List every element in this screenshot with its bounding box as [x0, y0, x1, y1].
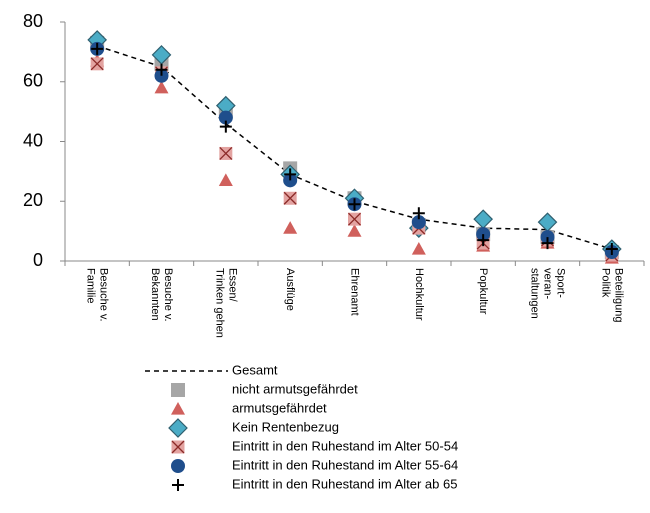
marker — [348, 198, 361, 211]
marker — [171, 383, 185, 397]
x-tick-label: Sport-veran-staltungen — [529, 268, 567, 319]
y-tick-label: 80 — [23, 11, 43, 31]
marker-x — [90, 57, 104, 71]
marker — [284, 168, 297, 181]
marker-triangle — [411, 242, 426, 255]
marker — [155, 63, 168, 76]
x-tick-label-line: Familie — [85, 268, 97, 303]
marker-x — [283, 191, 297, 205]
y-tick-label: 0 — [33, 250, 43, 270]
marker — [219, 120, 232, 133]
x-tick-label-line: Popkultur — [477, 268, 489, 315]
marker — [171, 440, 185, 454]
marker-plus — [155, 63, 168, 76]
x-tick-label: Popkultur — [477, 268, 489, 315]
legend-label: Eintritt in den Ruhestand im Alter 50-54 — [232, 438, 458, 453]
y-tick-label: 60 — [23, 71, 43, 91]
marker-circle — [171, 459, 185, 473]
x-tick-label-line: Politik — [599, 268, 611, 298]
marker — [348, 212, 361, 226]
marker-triangle — [283, 221, 298, 234]
marker-x — [348, 212, 361, 226]
marker-diamond — [168, 418, 188, 438]
marker — [412, 207, 425, 220]
legend-label: nicht armutsgefährdet — [232, 381, 358, 396]
x-tick-label: BeteiligungPolitik — [599, 268, 624, 322]
marker — [283, 191, 297, 205]
y-tick-label: 20 — [23, 190, 43, 210]
marker — [347, 224, 362, 237]
marker — [154, 80, 169, 94]
marker — [411, 242, 426, 255]
legend-label: Kein Rentenbezug — [232, 419, 339, 434]
marker-triangle — [171, 402, 185, 415]
series-line — [96, 45, 613, 250]
x-tick-label: Hochkultur — [413, 268, 425, 321]
x-tick-label-line: Ausflüge — [284, 268, 296, 311]
x-tick-label-line: veran- — [542, 268, 554, 300]
x-tick-label-line: Besuche v. — [98, 268, 110, 322]
marker-diamond — [537, 212, 558, 233]
marker — [91, 42, 104, 55]
x-tick-label-line: Sport- — [555, 268, 567, 298]
marker-plus — [477, 234, 490, 247]
marker-triangle — [347, 224, 362, 237]
marker-diamond — [473, 209, 494, 230]
x-tick-label: Ausflüge — [284, 268, 296, 311]
marker-circle — [411, 215, 426, 230]
x-tick-label-line: Besuche v. — [162, 268, 174, 322]
marker-triangle — [154, 80, 169, 94]
marker — [218, 173, 233, 186]
marker-triangle — [218, 173, 233, 186]
marker — [541, 237, 554, 250]
x-tick-label-line: Ehrenamt — [349, 268, 361, 316]
x-tick-label-line: staltungen — [529, 268, 541, 319]
marker — [411, 215, 426, 230]
marker-x — [171, 440, 185, 454]
legend-label: Eintritt in den Ruhestand im Alter 55-64 — [232, 457, 458, 472]
marker — [537, 212, 558, 233]
marker — [171, 402, 185, 415]
marker-plus — [348, 198, 361, 211]
marker-plus — [605, 243, 618, 256]
x-tick-label: Besuche v.Bekannten — [149, 268, 174, 322]
x-tick-label-line: Essen/ — [226, 268, 238, 303]
marker-plus — [219, 120, 232, 133]
legend-label: Gesamt — [232, 362, 278, 377]
marker-plus — [541, 237, 554, 250]
marker-plus — [172, 479, 184, 491]
marker-x — [219, 146, 233, 160]
y-tick-label: 40 — [23, 130, 43, 150]
legend-label: armutsgefährdet — [232, 400, 327, 415]
x-tick-label: Besuche v.Familie — [85, 268, 110, 322]
x-tick-label: Essen/Trinken gehen — [213, 268, 238, 338]
x-tick-label-line: Beteiligung — [612, 268, 624, 322]
marker-plus — [284, 168, 297, 181]
x-tick-label-line: Hochkultur — [413, 268, 425, 321]
marker-plus — [91, 42, 104, 55]
marker-plus — [412, 207, 425, 220]
marker — [283, 221, 298, 234]
x-tick-label: Ehrenamt — [349, 268, 361, 316]
marker-circle — [218, 110, 233, 125]
marker — [168, 418, 188, 438]
legend-label: Eintritt in den Ruhestand im Alter ab 65 — [232, 476, 457, 491]
marker — [477, 234, 490, 247]
marker — [218, 110, 233, 125]
marker — [605, 243, 618, 256]
x-tick-label-line: Trinken gehen — [213, 268, 225, 338]
marker — [171, 459, 185, 473]
x-tick-label-line: Bekannten — [149, 268, 161, 321]
marker-square — [171, 383, 185, 397]
marker — [172, 479, 184, 491]
marker — [90, 57, 104, 71]
marker — [473, 209, 494, 230]
marker — [219, 146, 233, 160]
